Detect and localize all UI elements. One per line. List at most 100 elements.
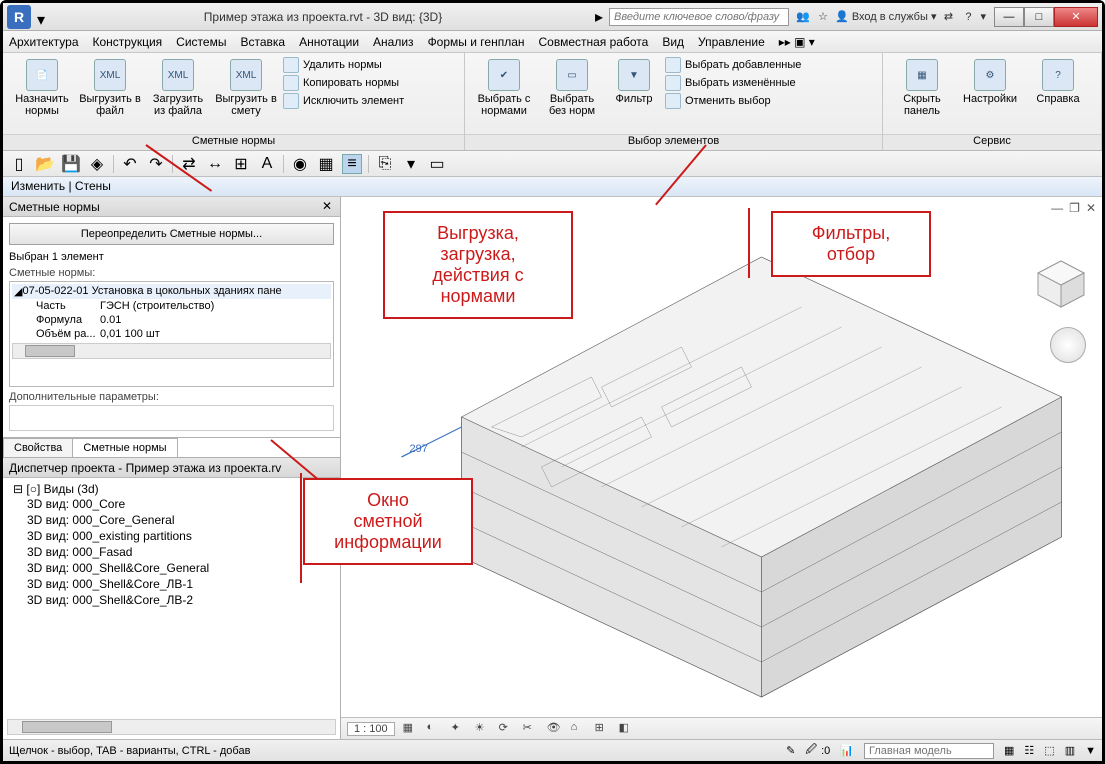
tab-properties[interactable]: Свойства <box>3 438 73 457</box>
people-icon[interactable]: 👥 <box>795 9 811 25</box>
toolbar-icon[interactable]: ≡ <box>342 154 362 174</box>
open-icon[interactable]: 📂 <box>35 154 55 174</box>
save-icon[interactable]: 💾 <box>61 154 81 174</box>
table-row[interactable]: Объём ра...0,01 100 шт <box>12 327 331 341</box>
status-icon[interactable]: ⬚ <box>1044 744 1054 757</box>
app-logo-icon[interactable]: R <box>7 5 31 29</box>
toolbar-icon[interactable]: ◈ <box>87 154 107 174</box>
select-changed-button[interactable]: Выбрать изменённые <box>665 75 801 91</box>
star-icon[interactable]: ☆ <box>815 9 831 25</box>
close-button[interactable]: ✕ <box>1054 7 1098 27</box>
status-filter-icon[interactable]: ▼ <box>1085 745 1096 757</box>
toolbar-icon[interactable]: ⎘ <box>375 154 395 174</box>
toolbar-icon[interactable]: ▦ <box>316 154 336 174</box>
select-added-button[interactable]: Выбрать добавленные <box>665 57 801 73</box>
status-icon[interactable]: ✎ <box>786 744 795 757</box>
menu-item[interactable]: Системы <box>176 35 226 49</box>
tree-node[interactable]: 3D вид: 000_Core <box>9 496 334 512</box>
viewbar-icon[interactable]: 👁 <box>547 721 563 737</box>
status-icon[interactable]: ☷ <box>1024 744 1034 757</box>
help-icon[interactable]: ? <box>960 9 976 25</box>
extra-params-box[interactable] <box>9 405 334 431</box>
login-button[interactable]: 👤 Вход в службы ▾ <box>835 10 936 23</box>
tree-node[interactable]: 3D вид: 000_Fasad <box>9 544 334 560</box>
menu-item[interactable]: Вид <box>662 35 684 49</box>
panel-close-icon[interactable]: ✕ <box>320 200 334 214</box>
tree-node[interactable]: 3D вид: 000_Shell&Core_ЛВ-2 <box>9 592 334 608</box>
menu-item[interactable]: Совместная работа <box>539 35 649 49</box>
viewbar-icon[interactable]: ⌂ <box>571 721 587 737</box>
horizontal-scrollbar[interactable] <box>12 343 331 359</box>
view-cube[interactable] <box>1034 257 1088 311</box>
project-browser-tree[interactable]: [○] Виды (3d) 3D вид: 000_Core 3D вид: 0… <box>3 478 340 719</box>
export-smeta-button[interactable]: XMLВыгрузить в смету <box>215 57 277 117</box>
select-with-norms-button[interactable]: ✔Выбрать с нормами <box>473 57 535 117</box>
copy-norms-button[interactable]: Копировать нормы <box>283 75 404 91</box>
menu-overflow-icon[interactable]: ▸▸ ▣ ▾ <box>779 35 815 49</box>
maximize-button[interactable]: □ <box>1024 7 1054 27</box>
toolbar-icon[interactable]: ⊞ <box>231 154 251 174</box>
tab-norms[interactable]: Сметные нормы <box>72 438 177 457</box>
assign-norms-button[interactable]: 📄Назначить нормы <box>11 57 73 117</box>
menu-item[interactable]: Анализ <box>373 35 414 49</box>
toolbar-icon[interactable]: ↔ <box>205 154 225 174</box>
viewbar-icon[interactable]: ◧ <box>619 721 635 737</box>
workset-input[interactable] <box>864 743 994 759</box>
menu-item[interactable]: Аннотации <box>299 35 359 49</box>
import-file-button[interactable]: XMLЗагрузить из файла <box>147 57 209 117</box>
menu-item[interactable]: Архитектура <box>9 35 79 49</box>
viewbar-icon[interactable]: ☀ <box>475 721 491 737</box>
viewbar-icon[interactable]: ◐ <box>427 721 443 737</box>
scrollbar-thumb[interactable] <box>25 345 75 357</box>
norms-item-code[interactable]: ◢ 07-05-022-01 Установка в цокольных зда… <box>12 284 331 299</box>
tree-node[interactable]: 3D вид: 000_Shell&Core_ЛВ-1 <box>9 576 334 592</box>
status-icon[interactable]: ▥ <box>1065 744 1075 757</box>
menu-item[interactable]: Управление <box>698 35 765 49</box>
undo-icon[interactable]: ↶ <box>120 154 140 174</box>
viewbar-icon[interactable]: ✦ <box>451 721 467 737</box>
menu-item[interactable]: Формы и генплан <box>428 35 525 49</box>
toolbar-icon[interactable]: A <box>257 154 277 174</box>
viewbar-icon[interactable]: ✂ <box>523 721 539 737</box>
qat-icon[interactable]: ▾ <box>37 10 51 24</box>
menu-item[interactable]: Конструкция <box>93 35 163 49</box>
search-dropdown-icon[interactable]: ▸ <box>595 7 603 27</box>
search-input[interactable] <box>609 8 789 26</box>
settings-button[interactable]: ⚙Настройки <box>959 57 1021 105</box>
viewbar-icon[interactable]: ⊞ <box>595 721 611 737</box>
help-button[interactable]: ?Справка <box>1027 57 1089 105</box>
view-scale[interactable]: 1 : 100 <box>347 722 395 736</box>
menu-item[interactable]: Вставка <box>240 35 285 49</box>
titlebar-dropdown-icon[interactable]: ▾ <box>980 10 986 23</box>
viewbar-icon[interactable]: ▦ <box>403 721 419 737</box>
table-row[interactable]: Формула0.01 <box>12 313 331 327</box>
toolbar-icon[interactable]: ▾ <box>401 154 421 174</box>
view-3d[interactable]: — ❐ ✕ <box>341 197 1102 717</box>
tree-node[interactable]: 3D вид: 000_existing partitions <box>9 528 334 544</box>
toolbar-icon[interactable]: ▯ <box>9 154 29 174</box>
status-snap[interactable]: 🖉 :0 <box>805 741 830 760</box>
select-without-norms-button[interactable]: ▭Выбрать без норм <box>541 57 603 117</box>
minimize-button[interactable]: — <box>994 7 1024 27</box>
horizontal-scrollbar[interactable] <box>7 719 336 735</box>
hide-panel-button[interactable]: ▦Скрыть панель <box>891 57 953 117</box>
exclude-element-button[interactable]: Исключить элемент <box>283 93 404 109</box>
status-icon[interactable]: ▦ <box>1004 744 1014 757</box>
tree-node[interactable]: 3D вид: 000_Core_General <box>9 512 334 528</box>
tree-root[interactable]: [○] Виды (3d) <box>9 482 334 496</box>
toolbar-icon[interactable]: ▭ <box>427 154 447 174</box>
status-icon[interactable]: 📊 <box>840 744 854 757</box>
delete-norms-button[interactable]: Удалить нормы <box>283 57 404 73</box>
filter-button[interactable]: ▼Фильтр <box>609 57 659 105</box>
viewbar-icon[interactable]: ⟳ <box>499 721 515 737</box>
nav-wheel-icon[interactable] <box>1050 327 1086 363</box>
exchange-icon[interactable]: ⇄ <box>940 9 956 25</box>
norms-tree[interactable]: ◢ 07-05-022-01 Установка в цокольных зда… <box>9 281 334 387</box>
cancel-selection-button[interactable]: Отменить выбор <box>665 93 801 109</box>
export-file-button[interactable]: XMLВыгрузить в файл <box>79 57 141 117</box>
toolbar-icon[interactable]: ◉ <box>290 154 310 174</box>
scrollbar-thumb[interactable] <box>22 721 112 733</box>
override-norms-button[interactable]: Переопределить Сметные нормы... <box>9 223 334 245</box>
tree-node[interactable]: 3D вид: 000_Shell&Core_General <box>9 560 334 576</box>
table-row[interactable]: ЧастьГЭСН (строительство) <box>12 299 331 313</box>
